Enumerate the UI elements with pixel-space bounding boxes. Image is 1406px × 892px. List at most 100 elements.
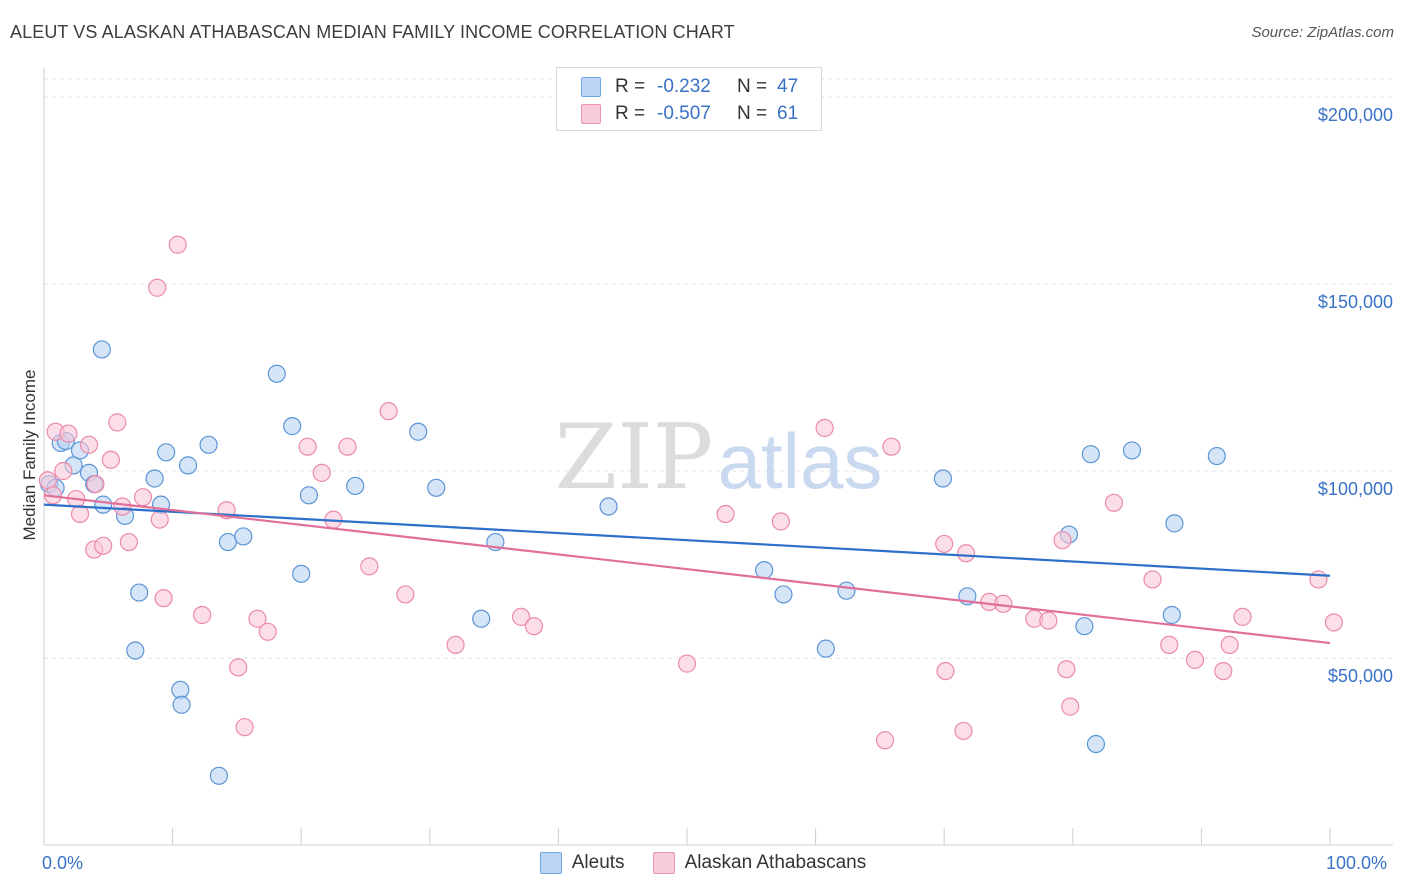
data-point <box>292 564 311 583</box>
series-legend-aleuts: Aleuts <box>539 852 625 874</box>
legend-n-value: 47 <box>777 76 799 97</box>
data-point <box>954 721 973 741</box>
correlation-legend: R = -0.232 N = 47 R = -0.507 N = 61 <box>556 67 822 131</box>
data-point <box>1220 635 1239 655</box>
data-point <box>298 437 317 456</box>
series-legend-athabascans: Alaskan Athabascans <box>652 852 866 874</box>
data-point <box>1143 570 1162 589</box>
y-axis-label: Median Family Income <box>20 369 39 541</box>
data-point <box>875 731 895 750</box>
data-point <box>235 718 254 737</box>
legend-r-value: -0.507 <box>657 103 711 124</box>
data-point <box>154 589 173 608</box>
data-point <box>1053 531 1072 550</box>
y-tick-label: $100,000 <box>1318 479 1393 499</box>
series-swatch-athabascans <box>652 852 675 874</box>
legend-n-label: N = <box>737 103 768 124</box>
data-point <box>234 527 253 546</box>
data-point <box>86 474 105 494</box>
data-point <box>94 536 113 555</box>
data-point <box>54 461 73 481</box>
legend-swatch-aleuts <box>581 77 601 97</box>
data-point <box>1185 650 1205 669</box>
data-point <box>882 437 901 456</box>
legend-n-label: N = <box>737 76 768 97</box>
data-point <box>193 605 212 625</box>
series-label-aleuts: Aleuts <box>571 852 625 873</box>
data-point <box>936 661 955 681</box>
legend-row-athabascans: R = -0.507 N = 61 <box>581 103 798 125</box>
data-point <box>524 617 544 636</box>
watermark: ZIP atlas <box>555 405 883 510</box>
data-point <box>1081 445 1100 464</box>
data-point <box>1104 493 1124 512</box>
data-point <box>101 450 120 469</box>
data-point <box>229 658 248 677</box>
data-point <box>774 585 793 604</box>
data-point <box>119 532 138 552</box>
data-point <box>1162 605 1181 625</box>
data-point <box>171 680 190 699</box>
data-point <box>1214 661 1233 681</box>
data-point <box>771 512 790 531</box>
data-point <box>148 278 167 297</box>
watermark-atlas: atlas <box>718 417 883 505</box>
gridlines <box>44 78 1393 659</box>
data-point <box>283 417 302 436</box>
x-ticks <box>43 828 1331 845</box>
watermark-zip: ZIP <box>555 405 714 510</box>
legend-row-aleuts: R = -0.232 N = 47 <box>581 76 798 98</box>
source-label: Source: ZipAtlas.com <box>1251 24 1394 41</box>
data-point <box>935 534 954 554</box>
data-point <box>956 544 976 563</box>
y-tick-label: $50,000 <box>1328 666 1393 686</box>
data-point <box>312 463 331 482</box>
data-point <box>472 609 491 628</box>
data-point <box>59 424 78 443</box>
data-point <box>409 422 428 441</box>
data-point <box>360 557 379 576</box>
data-point <box>599 497 618 516</box>
data-point <box>145 469 164 488</box>
data-point <box>126 641 145 660</box>
data-point <box>1165 514 1184 533</box>
data-point <box>218 532 237 552</box>
data-point <box>1075 617 1094 636</box>
x-label-right: 100.0% <box>1326 853 1388 873</box>
data-point <box>1233 607 1252 626</box>
trend-line <box>43 494 1331 645</box>
data-point <box>130 583 149 602</box>
series-swatch-aleuts <box>539 852 562 874</box>
data-point <box>248 609 267 628</box>
data-point <box>299 486 319 505</box>
data-point <box>677 654 697 673</box>
data-point <box>446 635 465 655</box>
data-point <box>209 766 228 785</box>
trend-line <box>43 503 1331 577</box>
data-point <box>815 418 834 438</box>
x-label-left: 0.0% <box>42 853 84 873</box>
data-point <box>172 695 191 714</box>
data-point <box>346 476 365 496</box>
trend-lines <box>43 494 1331 645</box>
data-point <box>837 581 856 600</box>
data-point <box>1324 613 1343 632</box>
data-point <box>70 504 90 524</box>
data-point <box>178 456 198 475</box>
data-point <box>94 495 113 514</box>
legend-n-value: 61 <box>777 103 799 124</box>
data-point <box>92 340 111 359</box>
legend-r-label: R = <box>615 76 646 97</box>
y-tick-label: $200,000 <box>1318 105 1393 125</box>
y-tick-label: $150,000 <box>1318 292 1393 312</box>
data-point <box>1309 570 1328 589</box>
data-point <box>258 622 277 641</box>
data-point <box>267 364 286 383</box>
data-point <box>755 561 774 580</box>
data-point <box>1122 441 1142 460</box>
data-point <box>150 510 169 529</box>
data-point <box>113 497 132 516</box>
legend-r-value: -0.232 <box>657 76 711 97</box>
chart-title: ALEUT VS ALASKAN ATHABASCAN MEDIAN FAMIL… <box>10 22 735 42</box>
